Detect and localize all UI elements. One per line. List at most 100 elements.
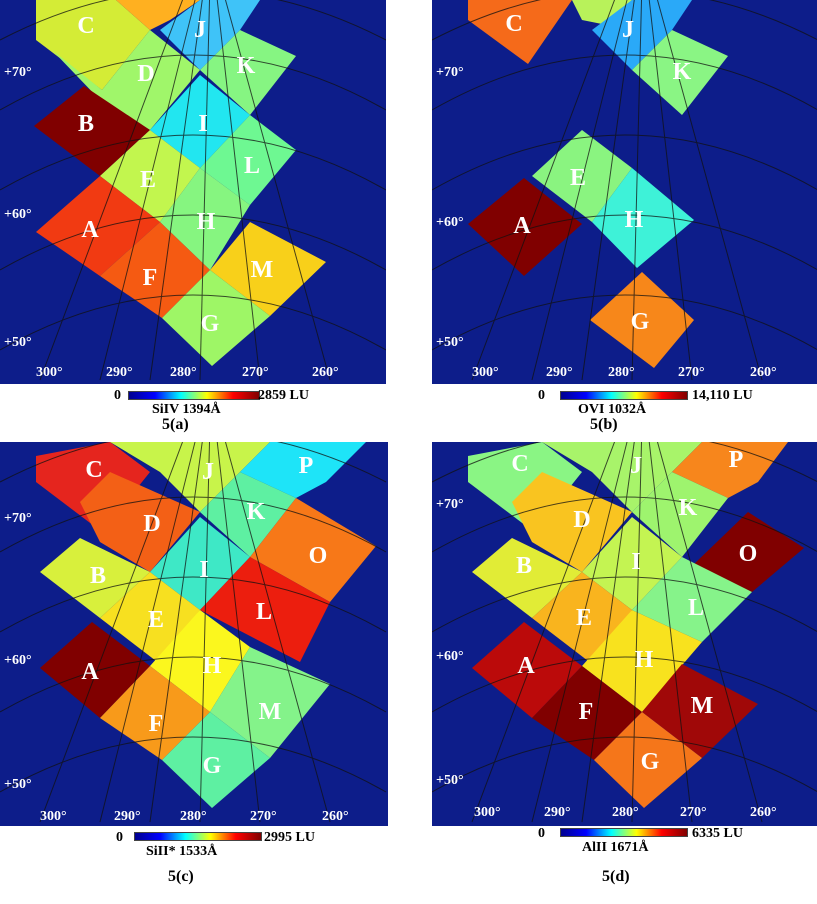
label-d: D [573,507,590,533]
region-k [632,30,728,115]
region-d [52,30,200,130]
caption-5b: 5(b) [590,416,618,433]
lon-label-260: 260° [322,809,349,824]
region-c [468,442,582,532]
lon-label-270: 270° [242,365,269,380]
region-b [40,538,150,618]
region-c [36,442,150,532]
region-extra [116,0,200,30]
region-g [594,712,702,808]
colorbar-min-5a: 0 [114,388,121,403]
label-o: O [739,541,758,567]
lon-label-280: 280° [612,805,639,820]
lat-label-60: +60° [4,653,32,668]
label-b: B [78,111,94,137]
label-p: P [729,447,744,473]
lon-label-290: 290° [106,365,133,380]
region-g [590,272,694,368]
sky-map-5d: C J P D K B I O E L A H F M G +70° +60° … [432,442,817,826]
label-f: F [579,699,594,725]
region-c [36,0,150,90]
label-k: K [247,499,266,525]
label-f: F [149,711,164,737]
label-j: J [630,453,642,479]
label-a: A [513,213,531,239]
colorbar-5d [560,828,688,837]
lat-label-60: +60° [436,649,464,664]
region-labels-5b: C J K E A H G [505,11,691,335]
region-l [200,557,330,662]
label-i: I [631,549,640,575]
lat-label-70: +70° [4,511,32,526]
region-l [200,115,296,205]
label-a: A [517,653,535,679]
region-g [162,270,270,366]
label-i: I [199,557,208,583]
label-e: E [148,607,164,633]
region-h [160,168,250,270]
label-l: L [688,595,704,621]
lon-label-270: 270° [680,805,707,820]
lon-label-260: 260° [750,805,777,820]
lon-label-300: 300° [472,365,499,380]
lat-label-70: +70° [4,65,32,80]
label-h: H [203,653,222,679]
label-e: E [570,165,586,191]
region-b [472,538,582,618]
label-m: M [259,699,282,725]
lon-label-280: 280° [170,365,197,380]
region-f [532,666,642,760]
lon-label-300: 300° [40,809,67,824]
lat-label-50: +50° [436,773,464,788]
label-j: J [202,459,214,485]
lat-label-50: +50° [4,777,32,792]
region-a [472,622,582,718]
region-j [160,0,260,70]
grid-5a [0,0,386,381]
lon-label-290: 290° [114,809,141,824]
colorbar-max-5d: 6335 LU [692,826,743,841]
region-b [34,86,150,176]
colorbar-5a [128,391,260,400]
panel-5d: C J P D K B I O E L A H F M G +70° +60° … [432,442,817,885]
label-p: P [299,453,314,479]
lon-label-280: 280° [608,365,635,380]
grid-5d [432,442,817,823]
lat-labels-5a: +70° +60° +50° [4,65,32,350]
region-p [240,442,366,498]
region-k [200,30,296,115]
lat-label-60: +60° [4,207,32,222]
label-f: F [143,265,158,291]
lon-label-300: 300° [474,805,501,820]
region-f [100,222,210,318]
label-k: K [673,59,692,85]
region-m [210,647,330,758]
colorbar-min-5b: 0 [538,388,545,403]
sky-map-5b: C J K E A H G +70° +60° +50° 300° 290° 2… [432,0,817,384]
grid-5b [432,0,817,381]
region-l [632,557,752,642]
label-b: B [90,563,106,589]
label-m: M [251,257,274,283]
caption-5c: 5(c) [168,868,194,885]
region-labels-5d: C J P D K B I O E L A H F M G [511,447,757,775]
colorbar-max-5a: 2859 LU [258,388,309,403]
label-m: M [691,693,714,719]
region-labels-5c: C J P D K B I O E L A H F M G [81,453,327,779]
label-i: I [198,111,207,137]
panel-5b: C J K E A H G +70° +60° +50° 300° 290° 2… [432,0,817,433]
region-h [592,168,694,268]
label-c: C [85,457,102,483]
sky-map-5c: C J P D K B I O E L A H F M G +70° +60° … [0,442,388,826]
label-c: C [77,13,94,39]
colorbar-min-5d: 0 [538,826,545,841]
colorbar-5b [560,391,688,400]
colorbar-min-5c: 0 [116,830,123,845]
label-h: H [635,647,654,673]
region-h [150,610,250,712]
caption-5d: 5(d) [602,868,630,885]
lat-labels-5d: +70° +60° +50° [436,497,464,788]
colorbar-max-5c: 2995 LU [264,830,315,845]
lon-label-300: 300° [36,365,63,380]
label-l: L [256,599,272,625]
